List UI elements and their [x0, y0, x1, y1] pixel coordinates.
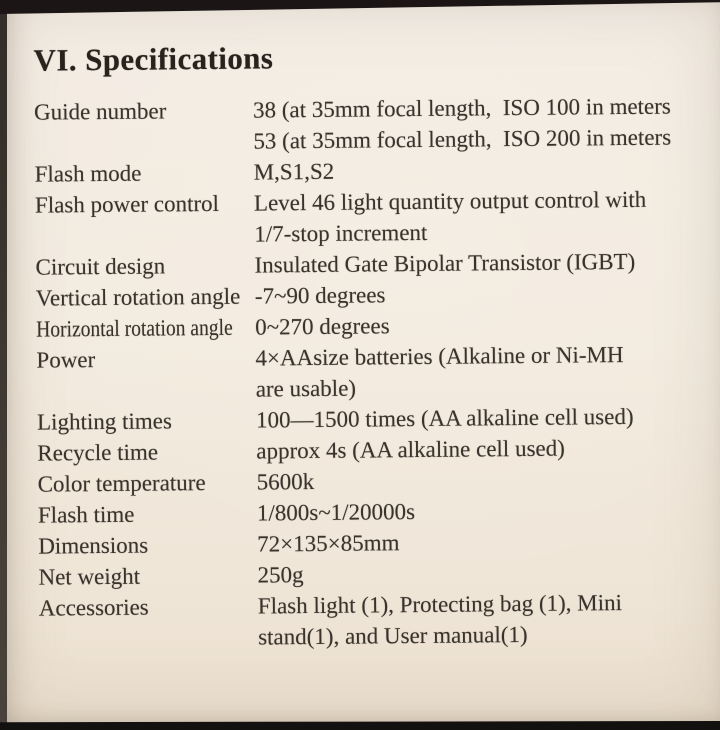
spec-value: 250g	[257, 562, 304, 588]
spec-row: Accessories Flash light (1), Protecting …	[39, 585, 720, 654]
spec-label: Circuit design	[35, 253, 166, 280]
spec-value: 4×AAsize batteries (Alkaline or Ni-MH ar…	[255, 342, 624, 402]
spec-row: Power 4×AAsize batteries (Alkaline or Ni…	[36, 337, 720, 406]
spec-label: Recycle time	[37, 439, 159, 466]
photo-bottom-border	[0, 721, 720, 730]
spec-label: Flash power control	[34, 190, 220, 218]
spec-row: Flash power control Level 46 light quant…	[35, 182, 720, 251]
spec-label: Flash time	[37, 501, 135, 528]
spec-value: 0~270 degrees	[255, 313, 390, 340]
spec-label: Color temperature	[37, 470, 206, 497]
spec-label: Vertical rotation angle	[35, 283, 241, 311]
spec-row: Guide number 38 (at 35mm focal length, I…	[34, 89, 720, 158]
spec-value: Level 46 light quantity output control w…	[253, 186, 647, 247]
spec-value: 5600k	[256, 469, 315, 495]
spec-value: 38 (at 35mm focal length, ISO 100 in met…	[252, 93, 672, 154]
spec-value: M,S1,S2	[253, 158, 335, 185]
page-content: VI. Specifications Guide number 38 (at 3…	[33, 40, 720, 654]
spec-value: Flash light (1), Protecting bag (1), Min…	[257, 590, 623, 650]
spec-value: -7~90 degrees	[254, 282, 386, 309]
spec-label: Flash mode	[34, 160, 142, 187]
spec-value: 72×135×85mm	[257, 530, 400, 557]
spec-label: Dimensions	[38, 532, 149, 559]
photo-left-edge-shadow	[0, 0, 7, 730]
spec-label: Power	[36, 347, 96, 373]
spec-label: Horizontal rotation angle	[36, 314, 233, 342]
specs-table: Guide number 38 (at 35mm focal length, I…	[34, 89, 720, 654]
page-title: VI. Specifications	[33, 40, 274, 78]
spec-label: Net weight	[38, 563, 141, 590]
spec-label: Accessories	[38, 594, 149, 621]
spec-value: 100—1500 times (AA alkaline cell used)	[255, 403, 634, 433]
spec-value: approx 4s (AA alkaline cell used)	[256, 435, 565, 464]
spec-value: 1/800s~1/20000s	[256, 499, 416, 526]
spec-label: Guide number	[33, 98, 167, 125]
spec-label: Lighting times	[36, 408, 172, 435]
spec-value: Insulated Gate Bipolar Transistor (IGBT)	[254, 248, 636, 278]
